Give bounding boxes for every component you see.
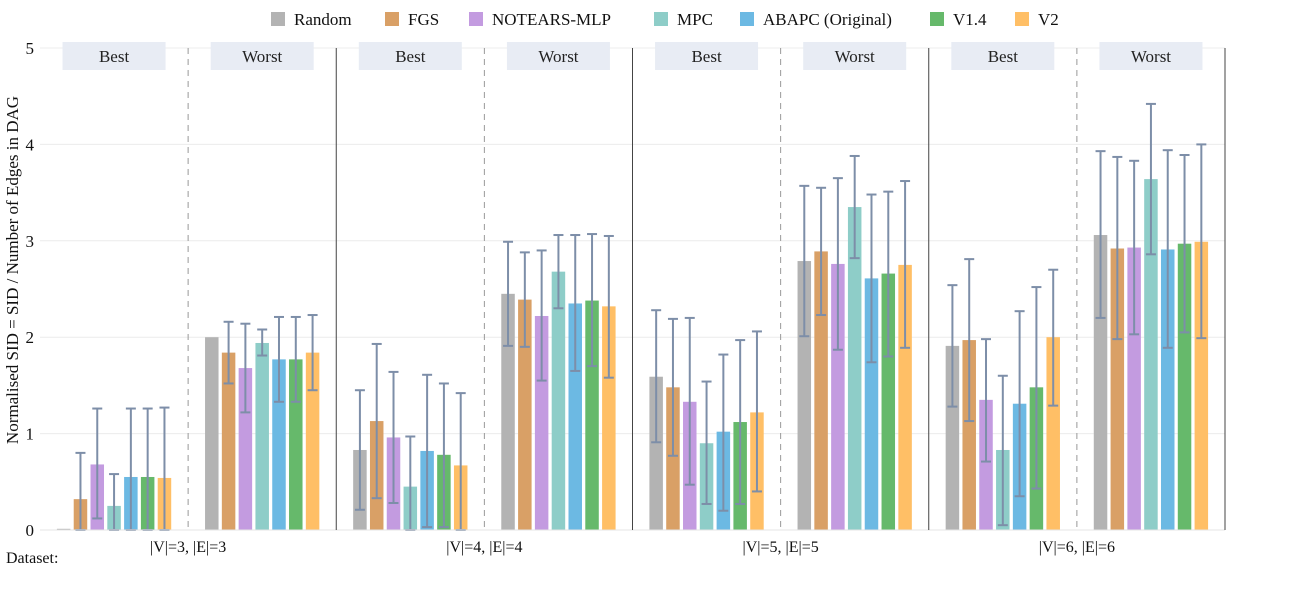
legend-swatch: [740, 12, 754, 26]
legend-label: Random: [294, 10, 352, 29]
bar: [945, 345, 960, 530]
bar: [518, 299, 532, 530]
bar: [666, 387, 680, 530]
bar: [585, 300, 599, 530]
dataset-label: |V|=5, |E|=5: [743, 539, 819, 556]
bar: [649, 376, 663, 530]
legend-swatch: [469, 12, 483, 26]
bar: [814, 251, 828, 531]
bar: [255, 342, 269, 530]
bar: [551, 271, 566, 530]
bar: [1110, 248, 1125, 530]
dataset-label: |V|=3, |E|=3: [150, 539, 226, 556]
bar: [1160, 249, 1175, 530]
panel-header-box: [1099, 42, 1203, 70]
legend-label: ABAPC (Original): [763, 10, 892, 29]
y-tick-label: 2: [26, 328, 35, 347]
bar: [1046, 337, 1060, 530]
legend-label: NOTEARS-MLP: [492, 10, 611, 29]
panel-header-label: Best: [99, 47, 130, 66]
bar: [568, 303, 582, 530]
legend-swatch: [385, 12, 399, 26]
y-tick-label: 3: [26, 232, 35, 251]
panel-header-box: [951, 42, 1055, 70]
y-tick-label: 4: [26, 135, 35, 154]
bar: [1194, 241, 1209, 531]
bar: [962, 340, 976, 530]
bar: [1093, 235, 1108, 531]
panel-header-box: [655, 42, 759, 70]
bar: [602, 306, 616, 530]
y-tick-label: 1: [26, 425, 35, 444]
panel-labels: Best Worst Best Worst Best Worst Best Worst: [62, 42, 1203, 70]
bar: [1177, 243, 1192, 530]
legend-swatch: [654, 12, 668, 26]
panel-header-label: Worst: [538, 47, 578, 66]
panel-header-box: [62, 42, 166, 70]
bar: [831, 263, 845, 530]
y-axis-label: Normalised SID = SID / Number of Edges i…: [3, 96, 22, 444]
bar: [534, 315, 549, 530]
bar: [898, 264, 912, 530]
bar: [864, 278, 879, 530]
legend-label: FGS: [408, 10, 439, 29]
legend-swatch: [271, 12, 285, 26]
panel-header-label: Best: [691, 47, 722, 66]
legend-label: V1.4: [953, 10, 987, 29]
bar: [881, 273, 896, 530]
bar: [305, 352, 320, 530]
bar: [1144, 179, 1158, 530]
bar: [501, 293, 515, 530]
panel-header-label: Best: [988, 47, 1019, 66]
bar: [847, 207, 862, 530]
panel-header-box: [210, 42, 314, 70]
legend-label: V2: [1038, 10, 1059, 29]
panel-header-box: [358, 42, 462, 70]
dataset-label: |V|=6, |E|=6: [1039, 539, 1115, 556]
panel-header-label: Worst: [835, 47, 875, 66]
bar: [205, 337, 219, 530]
dataset-prefix-label: Dataset:: [6, 550, 58, 567]
panel-header-label: Worst: [242, 47, 282, 66]
bar: [1127, 247, 1141, 530]
axes: 0 1 2 3 4 5 |V|=3, |E|=3 |V|=4, |E|=4 |V|=5, |E|…: [26, 39, 1226, 556]
legend-swatch: [930, 12, 944, 26]
dataset-label: |V|=4, |E|=4: [446, 539, 522, 556]
panel-header-box: [803, 42, 907, 70]
bar: [56, 528, 71, 530]
y-tick-label: 5: [26, 39, 35, 58]
y-tick-label: 0: [26, 521, 35, 540]
legend-swatch: [1015, 12, 1029, 26]
panel-header-label: Worst: [1131, 47, 1171, 66]
bars: [56, 179, 1209, 531]
legend-label: MPC: [677, 10, 713, 29]
bar: [979, 399, 993, 530]
legend: Random FGS NOTEARS-MLP MPC ABAPC (Original) V…: [271, 10, 1059, 29]
panel-header-box: [506, 42, 610, 70]
bar: [797, 261, 812, 530]
bar: [221, 352, 236, 530]
panel-header-label: Best: [395, 47, 426, 66]
bar: [238, 368, 253, 530]
